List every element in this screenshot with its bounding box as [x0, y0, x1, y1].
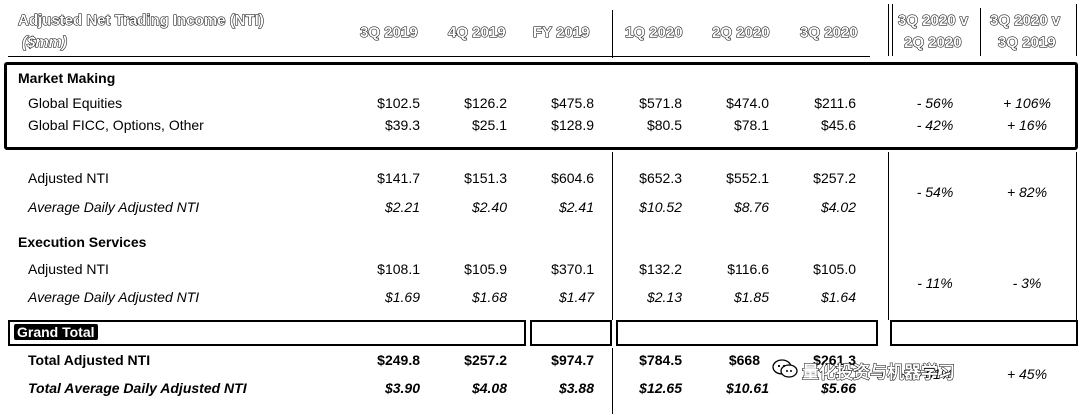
- cell-value: $105.0: [813, 261, 856, 277]
- cell-compare: - 61%: [916, 366, 954, 382]
- cell-value: $45.6: [820, 117, 856, 133]
- cell-value: $974.7: [551, 352, 594, 368]
- row-label-total-average-daily: Total Average Daily Adjusted NTI: [28, 380, 247, 396]
- row-label-global-ficc: Global FICC, Options, Other: [28, 117, 204, 133]
- cell-value: $4.02: [820, 199, 856, 215]
- cell-value: $4.08: [471, 380, 507, 396]
- compare-divider-mid: [980, 8, 981, 56]
- cmp-header-yoy-line2: 3Q 2019: [998, 34, 1057, 52]
- cell-value: $474.0: [726, 95, 769, 111]
- cell-value: $249.8: [377, 352, 420, 368]
- compare-divider-left: [888, 4, 889, 56]
- cell-value: $25.1: [471, 117, 507, 133]
- cmp-header-yoy-line1: 3Q 2020 v: [989, 12, 1061, 30]
- cell-value: $128.9: [551, 117, 594, 133]
- col-header-4q2019: 4Q 2019: [448, 24, 507, 42]
- compare-divider-right: [1076, 4, 1077, 56]
- cell-value: $132.2: [639, 261, 682, 277]
- cell-value: $8.76: [733, 199, 769, 215]
- grand-total-box-compare: [890, 320, 1078, 346]
- cell-value: $108.1: [377, 261, 420, 277]
- compare-body-divider: [888, 152, 889, 320]
- cmp-header-qoq-line1: 3Q 2020 v: [897, 12, 969, 30]
- body-divider: [612, 152, 613, 320]
- cell-value: $78.1: [733, 117, 769, 133]
- total-divider: [612, 348, 613, 414]
- cell-value: $211.6: [814, 95, 856, 111]
- cell-value: $571.8: [639, 95, 682, 111]
- cell-value: $1.68: [471, 289, 507, 305]
- col-header-3q2020: 3Q 2020: [800, 24, 859, 42]
- table-units: ($mm): [21, 34, 68, 52]
- header-divider: [612, 10, 613, 58]
- cell-compare: - 11%: [917, 275, 953, 291]
- cell-compare: - 42%: [916, 117, 954, 133]
- cell-value: $668: [728, 352, 760, 368]
- cell-compare: + 82%: [1006, 184, 1048, 200]
- row-label-total-adjusted-nti: Total Adjusted NTI: [28, 352, 151, 368]
- cell-value: $257.2: [813, 170, 856, 186]
- cmp-header-qoq-line2: 2Q 2020: [904, 34, 963, 52]
- cell-value: $370.1: [551, 261, 594, 277]
- cell-value: $257.2: [464, 352, 507, 368]
- cell-value: $2.40: [471, 199, 507, 215]
- cell-value: $261.3: [813, 352, 856, 368]
- compare-divider-left-2: [892, 4, 893, 56]
- cell-compare: - 56%: [916, 95, 954, 111]
- cell-value: $1.69: [384, 289, 420, 305]
- cell-value: $652.3: [639, 170, 682, 186]
- cell-value: $102.5: [377, 95, 420, 111]
- cell-value: $116.6: [727, 261, 769, 277]
- cell-value: $151.3: [464, 170, 507, 186]
- compare-body-divider-right: [1076, 152, 1077, 320]
- col-header-2q2020: 2Q 2020: [712, 24, 771, 42]
- watermark-text: 量化投资与机器学习: [802, 363, 956, 383]
- cell-compare: - 3%: [1012, 275, 1042, 291]
- cell-value: $604.6: [551, 170, 594, 186]
- market-making-box: [4, 62, 1078, 150]
- cell-compare: + 16%: [1006, 117, 1048, 133]
- section-title-market-making: Market Making: [18, 70, 116, 86]
- cell-value: $1.85: [733, 289, 769, 305]
- section-title-execution-services: Execution Services: [18, 234, 147, 250]
- cell-compare: + 45%: [1006, 366, 1048, 382]
- cell-value: $5.66: [820, 380, 856, 396]
- cell-value: $105.9: [464, 261, 507, 277]
- cell-value: $141.7: [377, 170, 420, 186]
- col-header-fy2019: FY 2019: [532, 24, 590, 42]
- cell-value: $12.65: [639, 380, 682, 396]
- cell-value: $10.52: [639, 199, 682, 215]
- header-rule: [8, 56, 870, 57]
- cell-value: $1.64: [820, 289, 856, 305]
- cell-value: $3.90: [384, 380, 420, 396]
- grand-total-box-fy: [530, 320, 612, 346]
- cell-value: $552.1: [726, 170, 769, 186]
- grand-total-box-2020: [616, 320, 878, 346]
- row-label-es-average-daily: Average Daily Adjusted NTI: [28, 289, 200, 305]
- row-label-es-adjusted-nti: Adjusted NTI: [28, 261, 109, 277]
- cell-value: $2.41: [558, 199, 594, 215]
- cell-value: $2.21: [384, 199, 420, 215]
- cell-value: $10.61: [726, 380, 769, 396]
- table-title: Adjusted Net Trading Income (NTI): [18, 12, 265, 30]
- grand-total-box-label: [8, 320, 526, 346]
- cell-value: $80.5: [646, 117, 682, 133]
- cell-value: $2.13: [646, 289, 682, 305]
- cell-value: $39.3: [384, 117, 420, 133]
- cell-value: $3.88: [558, 380, 594, 396]
- col-header-3q2019: 3Q 2019: [360, 24, 419, 42]
- wechat-icon: [772, 358, 798, 385]
- col-header-1q2020: 1Q 2020: [625, 24, 684, 42]
- row-label-mm-average-daily: Average Daily Adjusted NTI: [28, 199, 200, 215]
- cell-compare: - 54%: [916, 184, 954, 200]
- cell-value: $475.8: [551, 95, 594, 111]
- cell-value: $784.5: [639, 352, 682, 368]
- row-label-mm-adjusted-nti: Adjusted NTI: [28, 170, 109, 186]
- section-title-grand-total: Grand Total: [14, 324, 98, 340]
- row-label-global-equities: Global Equities: [28, 95, 123, 111]
- cell-value: $126.2: [464, 95, 507, 111]
- cell-compare: + 106%: [1003, 95, 1051, 111]
- cell-value: $1.47: [558, 289, 594, 305]
